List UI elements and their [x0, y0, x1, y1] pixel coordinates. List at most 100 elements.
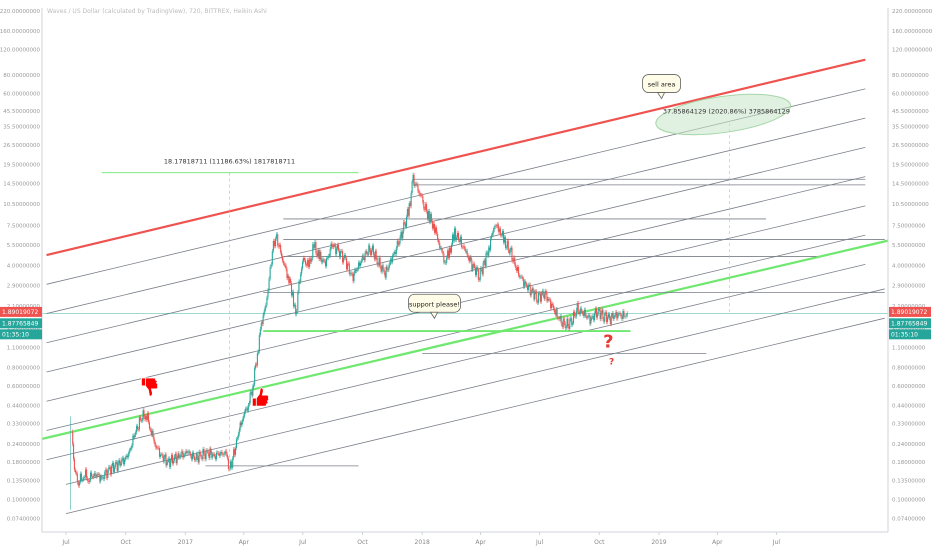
candle-body	[449, 247, 452, 253]
y-tick-right-label: 4.00000000	[892, 263, 926, 269]
candle-body	[234, 449, 236, 455]
candle-body	[506, 240, 508, 248]
candle-body	[432, 223, 435, 229]
candle-body	[74, 469, 76, 473]
question-mark-small: ?	[609, 357, 614, 367]
candle-body	[278, 245, 280, 247]
candle-body	[93, 473, 95, 477]
candle-body	[282, 260, 284, 264]
candle-body	[192, 452, 195, 457]
candle-body	[355, 269, 357, 271]
candle-body	[539, 293, 541, 302]
candle-body	[96, 474, 98, 477]
candle-body	[578, 312, 580, 315]
candle-body	[285, 265, 287, 270]
candle-body	[120, 463, 122, 466]
candle-body	[448, 247, 450, 258]
candle-body	[306, 264, 308, 266]
price-label-box	[889, 306, 931, 317]
y-tick-right-label: 80.00000000	[892, 73, 929, 79]
candle-body	[570, 318, 572, 320]
candle-body	[73, 459, 75, 470]
y-tick-right-label: 0.60000000	[892, 384, 926, 390]
candle-body	[393, 251, 396, 254]
candle-body	[105, 469, 107, 473]
candle-body	[157, 447, 159, 449]
candle-body	[562, 318, 564, 328]
candle-body	[266, 297, 268, 306]
candle-body	[243, 415, 245, 419]
candle-body	[111, 465, 113, 475]
candle-body	[377, 264, 379, 266]
price-label-text: 1.87765849	[891, 320, 927, 327]
candle-body	[200, 453, 202, 458]
candle-body	[241, 421, 243, 426]
candle-body	[557, 317, 559, 319]
candle-body	[101, 476, 103, 478]
candle-body	[343, 257, 345, 263]
candle-body	[234, 447, 237, 455]
candle-body	[245, 408, 248, 410]
candle-body	[110, 467, 112, 475]
candle-body	[500, 235, 503, 236]
candle-body	[100, 476, 102, 482]
candle-body	[357, 269, 359, 270]
candle-body	[605, 312, 607, 314]
candle-body	[363, 257, 365, 261]
candle-body	[190, 453, 192, 457]
candle-body	[519, 275, 521, 278]
candle-body	[313, 244, 315, 248]
candle-body	[558, 318, 560, 320]
x-tick-label: Jul	[772, 539, 781, 546]
candle-body	[106, 469, 108, 479]
y-tick-right-label: 35.50000000	[892, 125, 929, 131]
candle-body	[376, 257, 378, 265]
candle-body	[119, 460, 121, 466]
candle-body	[517, 266, 519, 271]
candle-body	[73, 444, 75, 460]
x-tick-label: Jul	[61, 539, 70, 546]
candle-body	[439, 242, 441, 249]
candle-body	[116, 462, 118, 471]
candle-body	[239, 422, 241, 430]
candle-body	[440, 247, 442, 249]
candle-body	[84, 477, 86, 478]
candle-body	[252, 386, 254, 396]
candle-body	[267, 290, 269, 298]
candle-body	[442, 250, 444, 254]
y-tick-left-label: 0.24000000	[7, 442, 41, 448]
candle-body	[160, 454, 162, 456]
candle-body	[475, 267, 478, 276]
candle-body	[447, 250, 450, 258]
candle-body	[346, 263, 349, 270]
candle-body	[221, 451, 223, 455]
candle-body	[592, 316, 594, 318]
candle-body	[473, 263, 475, 266]
candle-body	[333, 244, 335, 248]
candle-body	[173, 456, 175, 461]
candle-body	[270, 264, 272, 267]
candle-body	[388, 265, 390, 270]
x-tick-label: Jul	[535, 539, 544, 546]
y-tick-left-label: 0.18000000	[7, 460, 41, 466]
candle-body	[193, 456, 196, 460]
candle-body	[606, 317, 609, 323]
candle-body	[421, 195, 423, 196]
candle-body	[383, 269, 385, 274]
candle-body	[331, 243, 333, 247]
candle-body	[607, 314, 610, 318]
candle-body	[466, 250, 468, 256]
candle-body	[411, 181, 413, 193]
candle-body	[141, 419, 143, 421]
y-tick-right-label: 19.50000000	[892, 163, 929, 169]
candle-body	[386, 266, 388, 270]
candle-body	[398, 243, 400, 245]
candle-body	[97, 474, 99, 475]
y-tick-right-label: 0.44000000	[892, 403, 926, 409]
candle-body	[336, 248, 338, 254]
candle-body	[233, 449, 235, 459]
candle-body	[447, 250, 449, 258]
candle-body	[531, 288, 533, 293]
candle-body	[538, 293, 541, 294]
channel-red-line	[46, 58, 866, 257]
